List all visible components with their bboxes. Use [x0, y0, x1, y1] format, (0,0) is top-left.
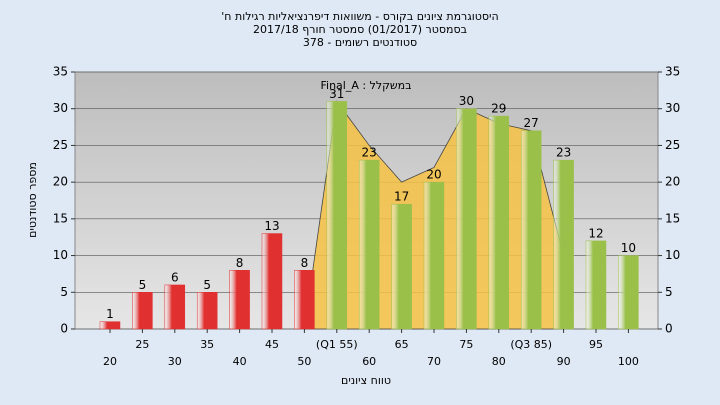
- x-tick-label: 65: [395, 338, 409, 351]
- data-label: 8: [301, 256, 309, 270]
- bar: [391, 203, 412, 330]
- data-label: 31: [329, 87, 344, 101]
- x-tick-label: 90: [557, 355, 571, 368]
- y-tick-label: 35: [53, 65, 68, 79]
- bar: [196, 292, 218, 330]
- x-tick-label: (Q3 85): [510, 338, 552, 351]
- data-label: 30: [459, 94, 474, 108]
- y2-tick-label: 5: [665, 285, 673, 299]
- y-tick-label: 0: [60, 322, 68, 336]
- y-tick-label: 30: [53, 101, 68, 115]
- y2-tick-label: 15: [665, 211, 680, 225]
- bar: [326, 101, 348, 330]
- data-label: 10: [621, 241, 636, 255]
- y2-tick-label: 0: [665, 322, 673, 336]
- y2-tick-label: 20: [665, 175, 680, 189]
- x-tick-label: 40: [233, 355, 247, 368]
- bar: [358, 159, 380, 330]
- x-tick-label: 100: [618, 355, 639, 368]
- bar: [423, 181, 445, 330]
- x-tick-label: 20: [103, 355, 117, 368]
- x-tick-label: 95: [589, 338, 603, 351]
- x-tick-label: 50: [297, 355, 311, 368]
- data-label: 23: [362, 146, 377, 160]
- bar: [164, 284, 186, 330]
- y-tick-label: 15: [53, 211, 68, 225]
- data-label: 20: [426, 168, 441, 182]
- title: היסטוגרמת ציונים בקורס - משוואות דיפרנצי…: [221, 10, 498, 23]
- bar: [553, 159, 574, 330]
- data-label: 17: [394, 190, 409, 204]
- y-tick-label: 5: [60, 285, 68, 299]
- y2-tick-label: 30: [665, 101, 680, 115]
- x-axis-label: טווח ציונים: [341, 374, 391, 387]
- x-tick-label: (Q1 55): [316, 338, 358, 351]
- data-label: 29: [491, 102, 506, 116]
- x-tick-label: 70: [427, 355, 441, 368]
- data-label: 13: [264, 219, 279, 233]
- bar: [520, 130, 542, 330]
- data-label: 5: [139, 278, 147, 292]
- y2-tick-label: 10: [665, 248, 680, 262]
- bar: [585, 240, 607, 330]
- legend: Final_A : במשקלל: [320, 79, 411, 92]
- y2-tick-label: 25: [665, 138, 680, 152]
- data-label: 12: [588, 226, 603, 240]
- y-tick-label: 25: [53, 138, 68, 152]
- x-tick-label: 45: [265, 338, 279, 351]
- y2-tick-label: 35: [665, 65, 680, 79]
- subtitle: סטודנטים רשומים - 378: [303, 36, 417, 49]
- y-axis-label: מספר סטודנטים: [26, 162, 39, 238]
- bar: [132, 292, 153, 330]
- data-label: 23: [556, 146, 571, 160]
- x-tick-label: 80: [492, 355, 506, 368]
- bar: [488, 115, 510, 330]
- x-tick-label: 30: [168, 355, 182, 368]
- data-label: 5: [203, 278, 211, 292]
- data-label: 27: [524, 116, 539, 130]
- subtitle: בסמסטר (01/2017) סמסטר חורף 2017/18: [253, 23, 467, 36]
- x-tick-label: 60: [362, 355, 376, 368]
- x-tick-label: 75: [459, 338, 473, 351]
- bar: [261, 233, 283, 330]
- x-tick-label: 25: [135, 338, 149, 351]
- data-label: 8: [236, 256, 244, 270]
- x-tick-label: 35: [200, 338, 214, 351]
- y-tick-label: 10: [53, 248, 68, 262]
- data-label: 1: [106, 307, 114, 321]
- bar: [456, 108, 477, 330]
- bar: [618, 255, 639, 330]
- bar: [99, 321, 121, 330]
- data-label: 6: [171, 270, 179, 284]
- bar: [229, 270, 250, 330]
- bar: [294, 270, 315, 330]
- y-tick-label: 20: [53, 175, 68, 189]
